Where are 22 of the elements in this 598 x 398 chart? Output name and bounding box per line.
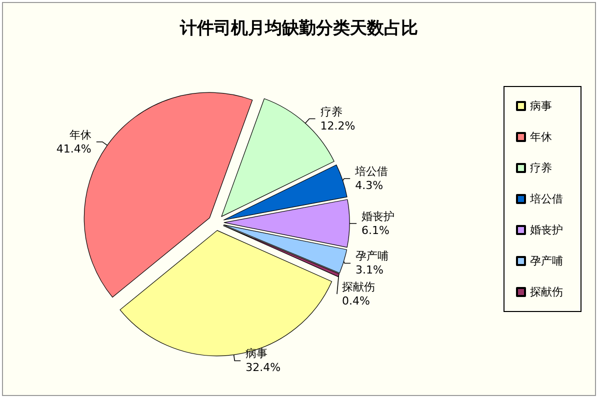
data-label: 6.1%: [362, 224, 390, 237]
slice-label: 探献伤: [342, 280, 375, 294]
legend-label: 婚丧护: [530, 224, 563, 236]
slice-label: 培公借: [354, 165, 388, 178]
data-label: 12.2%: [320, 119, 356, 132]
slice-label: 婚丧护: [362, 210, 395, 223]
data-label: 3.1%: [356, 264, 384, 277]
data-label: 41.4%: [56, 142, 92, 156]
data-label: 32.4%: [246, 361, 281, 374]
slice-label: 病事: [246, 347, 268, 360]
slice-label: 年休: [69, 128, 92, 142]
legend-label: 疗养: [530, 162, 552, 174]
legend-label: 探献伤: [530, 286, 563, 298]
slice-label: 孕产哺: [356, 250, 389, 263]
data-label: 4.3%: [355, 179, 384, 192]
chart-title: 计件司机月均缺勤分类天数占比: [179, 18, 418, 38]
slice-label: 疗养: [320, 105, 342, 118]
legend-label: 病事: [530, 100, 552, 112]
legend-label: 培公借: [529, 192, 563, 206]
data-label: 0.4%: [342, 294, 370, 308]
legend-label: 孕产哺: [530, 254, 563, 268]
legend-label: 年休: [530, 130, 552, 144]
